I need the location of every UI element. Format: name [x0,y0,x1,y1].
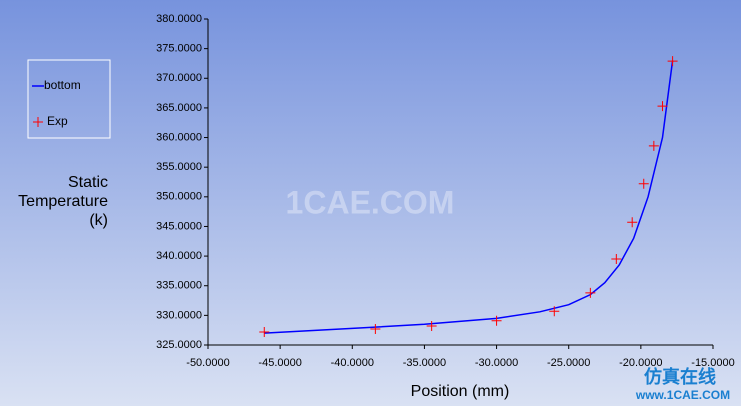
data-point [611,254,622,265]
watermark: 1CAE.COM [286,184,455,220]
y-tick-label: 325.0000 [156,339,202,351]
y-tick-label: 340.0000 [156,250,202,262]
data-point [657,101,668,112]
y-tick-label: 350.0000 [156,191,202,203]
y-axis-label: (k) [89,212,108,229]
x-tick-label: -45.0000 [258,357,301,369]
y-tick-label: 375.0000 [156,43,202,55]
y-tick-label: 345.0000 [156,220,202,232]
legend-label: Exp [47,114,68,128]
data-point [259,326,270,337]
x-tick-label: -25.0000 [547,357,590,369]
data-point [667,56,678,67]
x-tick-label: -30.0000 [475,357,518,369]
data-point [426,321,437,332]
y-tick-label: 360.0000 [156,131,202,143]
x-tick-label: -40.0000 [331,357,374,369]
data-point [585,287,596,298]
y-axis-label: Temperature [18,193,108,210]
y-tick-label: 365.0000 [156,102,202,114]
data-point [549,306,560,317]
watermark-cn: 仿真在线 [644,366,716,387]
data-point [627,217,638,228]
y-tick-label: 355.0000 [156,161,202,173]
legend-label: bottom [44,78,81,92]
data-point [638,178,649,189]
x-tick-label: -20.0000 [619,357,662,369]
y-tick-label: 330.0000 [156,309,202,321]
y-tick-label: 370.0000 [156,72,202,84]
legend-swatch [33,117,43,127]
y-tick-label: 380.0000 [156,13,202,25]
data-point [491,315,502,326]
data-point [370,323,381,334]
x-tick-label: -15.0000 [691,357,734,369]
x-axis-label: Position (mm) [411,383,510,400]
y-tick-label: 335.0000 [156,280,202,292]
legend-box [27,59,111,139]
x-tick-label: -35.0000 [403,357,446,369]
x-tick-label: -50.0000 [186,357,229,369]
data-point [648,140,659,151]
y-axis-label: Static [68,174,108,191]
watermark-url: www.1CAE.COM [635,388,730,402]
